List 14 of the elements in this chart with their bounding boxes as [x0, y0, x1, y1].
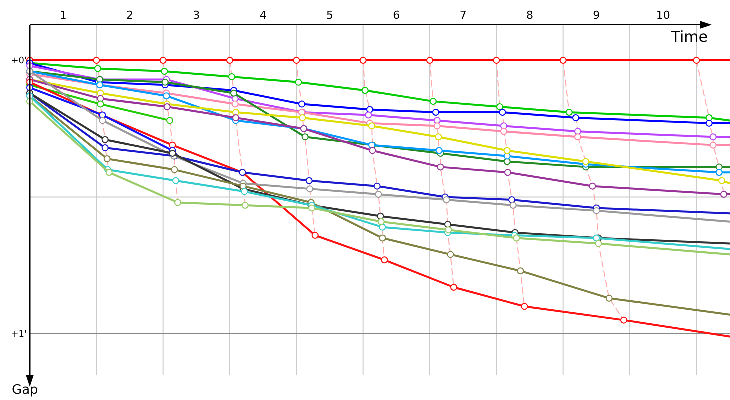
x-tick-label: 3 — [193, 9, 200, 22]
x-tick-label: 7 — [460, 9, 467, 22]
x-tick-label: 10 — [656, 9, 670, 22]
x-tick-label: 6 — [393, 9, 400, 22]
x-tick-label: 1 — [60, 9, 67, 22]
y-tick-label: +0' — [11, 56, 27, 67]
x-tick-label: 5 — [326, 9, 334, 22]
y-axis-title: Gap — [12, 383, 38, 398]
y-tick-label: +1' — [11, 330, 27, 340]
x-tick-label: 4 — [260, 9, 267, 22]
x-tick-label: 9 — [593, 9, 600, 22]
x-tick-label: 8 — [526, 9, 534, 22]
x-axis-title: Time — [670, 28, 708, 46]
x-tick-label: 2 — [126, 9, 134, 22]
